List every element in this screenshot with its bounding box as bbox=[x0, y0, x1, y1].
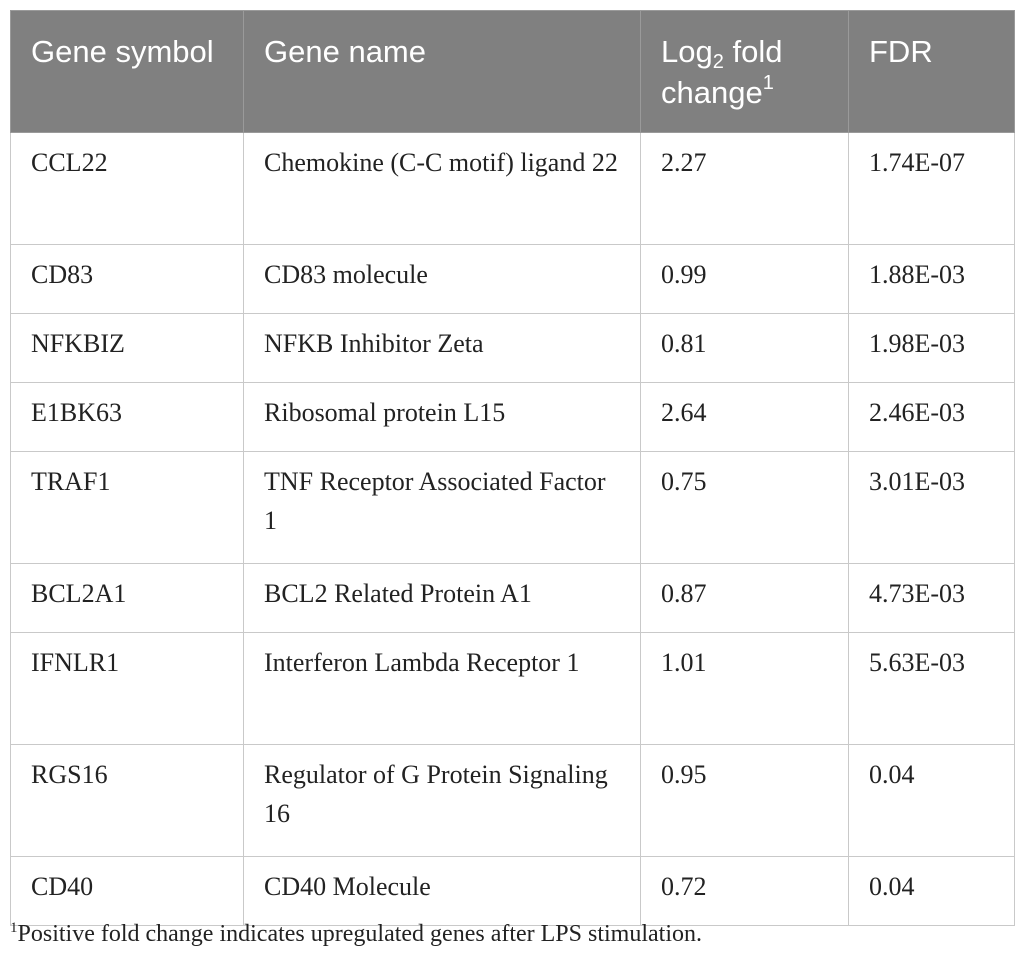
cell-log2-fold-change: 0.87 bbox=[640, 563, 849, 633]
header-fdr: FDR bbox=[848, 10, 1015, 133]
cell-gene-name: Ribosomal protein L15 bbox=[243, 382, 641, 452]
cell-log2-fold-change: 2.64 bbox=[640, 382, 849, 452]
table-footnote: 1Positive fold change indicates upregula… bbox=[10, 918, 702, 950]
header-log2-fold-change: Log2 fold change1 bbox=[640, 10, 849, 133]
table-row: RGS16 Regulator of G Protein Signaling 1… bbox=[10, 744, 1015, 857]
cell-fdr: 5.63E-03 bbox=[848, 632, 1015, 745]
cell-gene-symbol: BCL2A1 bbox=[10, 563, 244, 633]
cell-log2-fold-change: 0.99 bbox=[640, 244, 849, 314]
cell-fdr: 1.88E-03 bbox=[848, 244, 1015, 314]
table-row: E1BK63 Ribosomal protein L15 2.64 2.46E-… bbox=[10, 382, 1015, 452]
gene-table: Gene symbol Gene name Log2 fold change1 … bbox=[10, 10, 1015, 926]
footnote-text: Positive fold change indicates upregulat… bbox=[17, 921, 703, 947]
cell-fdr: 1.98E-03 bbox=[848, 313, 1015, 383]
cell-gene-name: Interferon Lambda Receptor 1 bbox=[243, 632, 641, 745]
cell-log2-fold-change: 0.72 bbox=[640, 856, 849, 926]
cell-gene-name: TNF Receptor Associated Factor 1 bbox=[243, 451, 641, 564]
cell-gene-symbol: CD83 bbox=[10, 244, 244, 314]
table-row: NFKBIZ NFKB Inhibitor Zeta 0.81 1.98E-03 bbox=[10, 313, 1015, 383]
table-row: CCL22 Chemokine (C-C motif) ligand 22 2.… bbox=[10, 132, 1015, 245]
table-row: TRAF1 TNF Receptor Associated Factor 1 0… bbox=[10, 451, 1015, 564]
cell-fdr: 4.73E-03 bbox=[848, 563, 1015, 633]
cell-gene-name: CD40 Molecule bbox=[243, 856, 641, 926]
table-row: CD40 CD40 Molecule 0.72 0.04 bbox=[10, 856, 1015, 926]
cell-fdr: 2.46E-03 bbox=[848, 382, 1015, 452]
header-footnote-marker: 1 bbox=[762, 72, 774, 94]
header-gene-symbol: Gene symbol bbox=[10, 10, 244, 133]
cell-log2-fold-change: 0.95 bbox=[640, 744, 849, 857]
gene-table-container: Gene symbol Gene name Log2 fold change1 … bbox=[10, 10, 1015, 926]
table-row: IFNLR1 Interferon Lambda Receptor 1 1.01… bbox=[10, 632, 1015, 745]
cell-gene-symbol: IFNLR1 bbox=[10, 632, 244, 745]
footnote-marker: 1 bbox=[10, 920, 18, 936]
header-log2-suffix: fold change bbox=[661, 34, 783, 110]
cell-gene-symbol: TRAF1 bbox=[10, 451, 244, 564]
header-log2-subscript: 2 bbox=[712, 51, 724, 73]
header-log2-prefix: Log bbox=[661, 34, 713, 69]
cell-fdr: 0.04 bbox=[848, 744, 1015, 857]
cell-gene-symbol: RGS16 bbox=[10, 744, 244, 857]
cell-gene-name: NFKB Inhibitor Zeta bbox=[243, 313, 641, 383]
cell-gene-name: Chemokine (C-C motif) ligand 22 bbox=[243, 132, 641, 245]
cell-fdr: 0.04 bbox=[848, 856, 1015, 926]
cell-gene-name: BCL2 Related Protein A1 bbox=[243, 563, 641, 633]
table-body: CCL22 Chemokine (C-C motif) ligand 22 2.… bbox=[10, 132, 1015, 926]
cell-gene-symbol: E1BK63 bbox=[10, 382, 244, 452]
table-header: Gene symbol Gene name Log2 fold change1 … bbox=[10, 10, 1015, 133]
cell-log2-fold-change: 2.27 bbox=[640, 132, 849, 245]
cell-fdr: 3.01E-03 bbox=[848, 451, 1015, 564]
cell-gene-name: CD83 molecule bbox=[243, 244, 641, 314]
cell-fdr: 1.74E-07 bbox=[848, 132, 1015, 245]
header-row: Gene symbol Gene name Log2 fold change1 … bbox=[10, 10, 1015, 133]
cell-log2-fold-change: 0.81 bbox=[640, 313, 849, 383]
cell-gene-name: Regulator of G Protein Signaling 16 bbox=[243, 744, 641, 857]
table-row: BCL2A1 BCL2 Related Protein A1 0.87 4.73… bbox=[10, 563, 1015, 633]
cell-log2-fold-change: 1.01 bbox=[640, 632, 849, 745]
cell-gene-symbol: NFKBIZ bbox=[10, 313, 244, 383]
cell-gene-symbol: CD40 bbox=[10, 856, 244, 926]
cell-log2-fold-change: 0.75 bbox=[640, 451, 849, 564]
header-gene-name: Gene name bbox=[243, 10, 641, 133]
table-row: CD83 CD83 molecule 0.99 1.88E-03 bbox=[10, 244, 1015, 314]
cell-gene-symbol: CCL22 bbox=[10, 132, 244, 245]
